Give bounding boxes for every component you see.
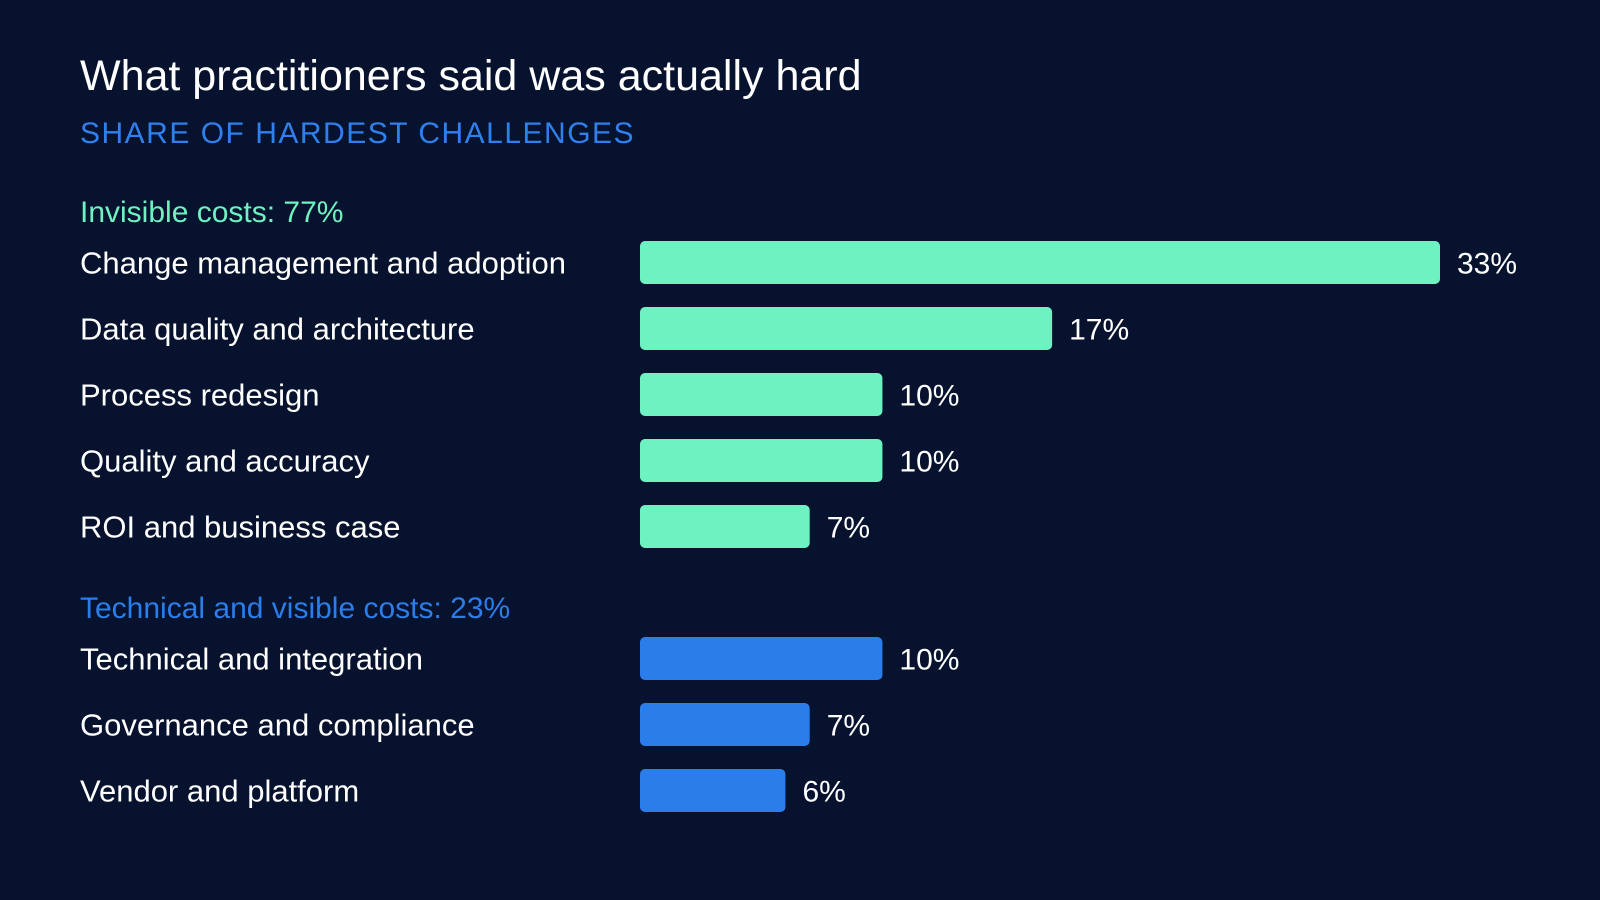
chart-title: What practitioners said was actually har… [80,52,862,100]
category-label: Vendor and platform [80,774,359,809]
category-label: ROI and business case [80,510,401,545]
bar [640,637,883,680]
value-label: 10% [899,446,959,479]
category-label: Technical and integration [80,642,423,677]
chart-subtitle: SHARE OF HARDEST CHALLENGES [80,117,636,150]
bar [640,373,883,416]
value-label: 7% [827,710,870,743]
category-label: Governance and compliance [80,708,475,743]
value-label: 33% [1457,248,1517,281]
category-label: Data quality and architecture [80,312,475,347]
value-label: 6% [802,776,845,809]
bar [640,241,1440,284]
bar [640,439,883,482]
value-label: 7% [827,512,870,545]
category-label: Process redesign [80,378,320,413]
value-label: 17% [1069,314,1129,347]
bar [640,703,810,746]
category-label: Change management and adoption [80,246,566,281]
group-label-1: Technical and visible costs: 23% [80,592,510,625]
value-label: 10% [899,644,959,677]
bar [640,769,786,812]
value-label: 10% [899,380,959,413]
category-label: Quality and accuracy [80,444,370,479]
group-label-0: Invisible costs: 77% [80,196,343,229]
bar [640,307,1053,350]
bar [640,505,810,548]
